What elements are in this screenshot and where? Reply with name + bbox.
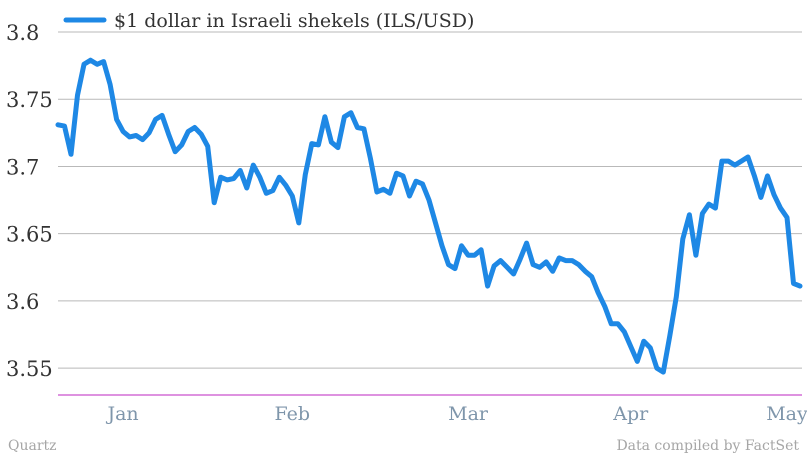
y-tick-label: 3.8 <box>6 21 39 45</box>
y-tick-label: 3.6 <box>6 290 39 314</box>
y-tick-label: 3.65 <box>6 223 53 247</box>
x-tick-label: Jan <box>105 403 138 425</box>
x-axis-tick-labels: Jan Feb Mar Apr May <box>105 403 807 425</box>
legend: $1 dollar in Israeli shekels (ILS/USD) <box>63 10 474 32</box>
gridlines <box>58 31 802 369</box>
y-tick-label: 3.55 <box>6 357 53 381</box>
credit-label: Data compiled by FactSet <box>616 438 799 454</box>
x-tick-label: May <box>766 403 807 425</box>
legend-label: $1 dollar in Israeli shekels (ILS/USD) <box>114 10 474 32</box>
x-tick-label: Apr <box>612 403 649 425</box>
series-line-ils-usd <box>55 57 803 375</box>
x-tick-label: Mar <box>448 403 489 425</box>
y-tick-label: 3.75 <box>6 88 53 112</box>
source-label: Quartz <box>8 438 57 454</box>
y-tick-label: 3.7 <box>6 155 39 179</box>
y-axis-tick-labels: 3.8 3.75 3.7 3.65 3.6 3.55 <box>6 21 53 381</box>
x-tick-label: Feb <box>275 403 311 425</box>
